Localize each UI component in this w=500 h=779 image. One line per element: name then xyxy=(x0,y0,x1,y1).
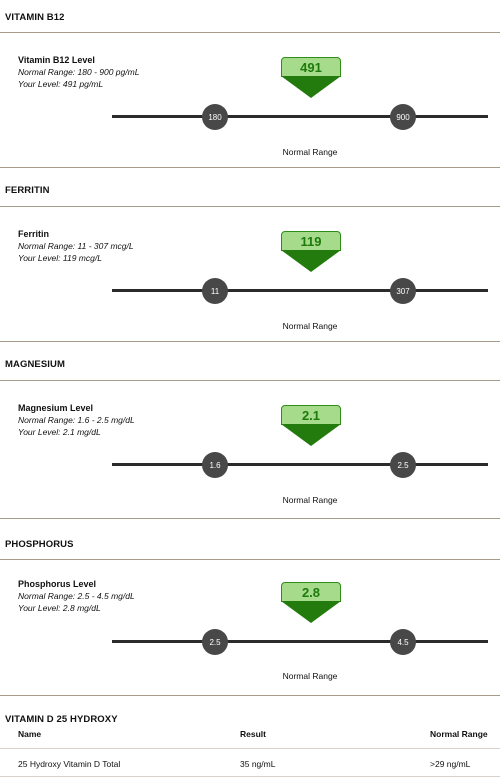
value-marker: 2.8 xyxy=(281,582,341,624)
section-divider xyxy=(0,167,500,168)
normal-range-label: Normal Range xyxy=(282,147,338,157)
lab-your-level: Your Level: 2.8 mg/dL xyxy=(18,603,101,613)
range-max-dot: 2.5 xyxy=(390,452,416,478)
range-track xyxy=(112,115,488,118)
table-header-result: Result xyxy=(240,729,266,739)
section-divider xyxy=(0,518,500,519)
section-title-magnesium: MAGNESIUM xyxy=(5,359,66,370)
value-marker-label: 2.1 xyxy=(281,405,341,425)
section-title-vitamin-b12: VITAMIN B12 xyxy=(5,12,65,23)
value-marker: 2.1 xyxy=(281,405,341,447)
value-marker-pointer xyxy=(281,76,341,98)
range-min-dot: 11 xyxy=(202,278,228,304)
table-divider xyxy=(0,776,500,777)
lab-your-level: Your Level: 2.1 mg/dL xyxy=(18,427,101,437)
lab-normal-range: Normal Range: 180 - 900 pg/mL xyxy=(18,67,140,77)
section-title-vitamin-d: VITAMIN D 25 HYDROXY xyxy=(5,714,118,725)
lab-name: Phosphorus Level xyxy=(18,579,97,589)
normal-range-label: Normal Range xyxy=(282,495,338,505)
value-marker: 119 xyxy=(281,231,341,273)
section-divider xyxy=(0,32,500,33)
value-marker-pointer xyxy=(281,250,341,272)
section-divider xyxy=(0,341,500,342)
range-max-dot: 4.5 xyxy=(390,629,416,655)
value-marker-pointer xyxy=(281,601,341,623)
section-divider xyxy=(0,695,500,696)
range-max-dot: 900 xyxy=(390,104,416,130)
range-min-dot: 2.5 xyxy=(202,629,228,655)
value-marker: 491 xyxy=(281,57,341,99)
section-divider xyxy=(0,380,500,381)
section-title-ferritin: FERRITIN xyxy=(5,185,50,196)
table-header-normal-range: Normal Range xyxy=(430,729,488,739)
lab-your-level: Your Level: 119 mcg/L xyxy=(18,253,102,263)
lab-name: Vitamin B12 Level xyxy=(18,55,95,65)
range-min-dot: 180 xyxy=(202,104,228,130)
value-marker-pointer xyxy=(281,424,341,446)
value-marker-label: 491 xyxy=(281,57,341,77)
normal-range-label: Normal Range xyxy=(282,671,338,681)
section-divider xyxy=(0,206,500,207)
table-divider xyxy=(0,748,500,749)
range-track xyxy=(112,640,488,643)
range-track xyxy=(112,289,488,292)
value-marker-label: 119 xyxy=(281,231,341,251)
lab-name: Ferritin xyxy=(18,229,50,239)
table-cell-result: 35 ng/mL xyxy=(240,759,276,769)
range-max-dot: 307 xyxy=(390,278,416,304)
section-divider xyxy=(0,559,500,560)
value-marker-label: 2.8 xyxy=(281,582,341,602)
table-cell-name: 25 Hydroxy Vitamin D Total xyxy=(18,759,121,769)
table-cell-normal-range: >29 ng/mL xyxy=(430,759,471,769)
section-title-phosphorus: PHOSPHORUS xyxy=(5,539,74,550)
range-track xyxy=(112,463,488,466)
normal-range-label: Normal Range xyxy=(282,321,338,331)
range-min-dot: 1.6 xyxy=(202,452,228,478)
lab-normal-range: Normal Range: 1.6 - 2.5 mg/dL xyxy=(18,415,135,425)
table-header-name: Name xyxy=(18,729,42,739)
lab-your-level: Your Level: 491 pg/mL xyxy=(18,79,104,89)
lab-normal-range: Normal Range: 11 - 307 mcg/L xyxy=(18,241,134,251)
lab-name: Magnesium Level xyxy=(18,403,94,413)
lab-normal-range: Normal Range: 2.5 - 4.5 mg/dL xyxy=(18,591,135,601)
